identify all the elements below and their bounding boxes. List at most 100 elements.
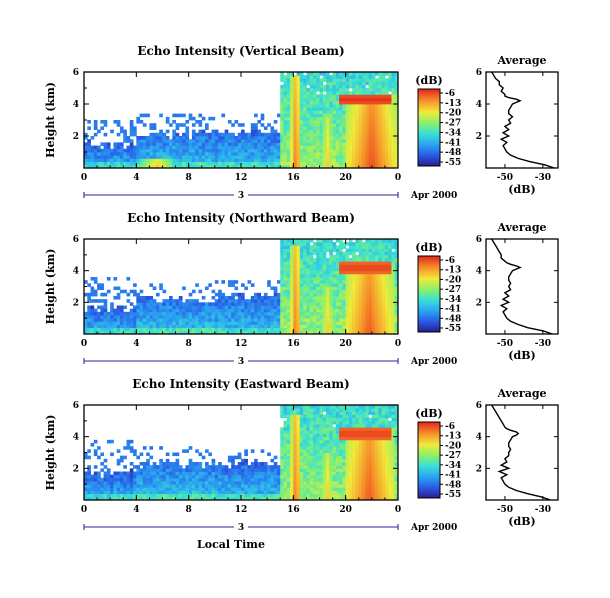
heatmap-cell: [332, 430, 337, 434]
heatmap-cell: [224, 315, 229, 319]
heatmap-cell: [309, 458, 314, 463]
heatmap-cell: [237, 292, 242, 297]
heatmap-cell: [195, 474, 199, 479]
heatmap-cell: [116, 330, 121, 335]
heatmap-cell: [394, 104, 399, 108]
heatmap-cell: [276, 296, 281, 300]
heatmap-cell: [205, 164, 209, 169]
heatmap-cell: [119, 152, 124, 156]
heatmap-cell: [335, 136, 340, 140]
heatmap-cell: [319, 132, 324, 137]
heatmap-cell: [309, 465, 314, 469]
heatmap-cell: [139, 490, 144, 495]
heatmap-cell: [309, 75, 314, 79]
heatmap-cell: [218, 330, 222, 335]
heatmap-cell: [119, 315, 124, 319]
heatmap-cell: [260, 462, 265, 466]
heatmap-cell: [394, 308, 399, 313]
heatmap-cell: [375, 164, 379, 169]
heatmap-cell: [133, 311, 137, 316]
heatmap-cell: [345, 289, 350, 294]
heatmap-cell: [172, 148, 176, 153]
heatmap-cell: [365, 273, 369, 278]
heatmap-cell: [175, 113, 180, 118]
heatmap-cell: [303, 132, 307, 137]
heatmap-cell: [106, 158, 111, 162]
heatmap-cell: [159, 462, 163, 466]
heatmap-cell: [175, 490, 180, 495]
heatmap-cell: [388, 123, 392, 127]
heatmap-cell: [119, 474, 124, 479]
heatmap-cell: [84, 158, 88, 162]
heatmap-cell: [293, 132, 297, 137]
heatmap-cell: [227, 139, 232, 143]
heatmap-cell: [188, 139, 193, 143]
heatmap-cell: [329, 299, 333, 303]
heatmap-cell: [293, 97, 297, 102]
heatmap-cell: [247, 468, 252, 472]
heatmap-cell: [394, 123, 399, 127]
heatmap-cell: [332, 126, 337, 130]
heatmap-cell: [188, 327, 193, 332]
heatmap-cell: [221, 136, 226, 140]
heatmap-cell: [326, 139, 330, 143]
heatmap-cell: [329, 245, 333, 249]
heatmap-cell: [368, 308, 373, 313]
heatmap-cell: [84, 496, 88, 501]
heatmap-cell: [185, 299, 190, 303]
heatmap-cell: [191, 308, 196, 313]
heatmap-cell: [384, 94, 389, 98]
heatmap-cell: [188, 142, 193, 146]
heatmap-cell: [358, 270, 363, 275]
heatmap-cell: [133, 324, 137, 329]
heatmap-cell: [227, 484, 232, 488]
heatmap-cell: [296, 299, 301, 303]
heatmap-cell: [106, 481, 111, 485]
heatmap-cell: [149, 496, 154, 501]
heatmap-cell: [293, 496, 297, 501]
heatmap-cell: [345, 311, 350, 316]
heatmap-cell: [303, 264, 307, 268]
heatmap-cell: [227, 324, 232, 329]
heatmap-cell: [391, 273, 396, 278]
heatmap-cell: [198, 308, 203, 313]
heatmap-cell: [290, 264, 294, 268]
heatmap-cell: [375, 161, 379, 166]
heatmap-cell: [139, 487, 144, 491]
heatmap-cell: [312, 277, 317, 281]
heatmap-cell: [362, 161, 366, 166]
heatmap-cell: [384, 81, 389, 86]
heatmap-cell: [394, 120, 399, 124]
heatmap-cell: [87, 311, 91, 316]
heatmap-cell: [329, 239, 333, 243]
heatmap-cell: [162, 490, 167, 495]
heatmap-cell: [391, 302, 396, 306]
heatmap-cell: [358, 155, 363, 159]
heatmap-cell: [345, 72, 350, 76]
heatmap-cell: [394, 289, 399, 294]
heatmap-cell: [296, 142, 301, 146]
heatmap-cell: [293, 245, 297, 249]
heatmap-cell: [191, 132, 196, 137]
heatmap-cell: [123, 305, 127, 310]
heatmap-cell: [241, 283, 245, 287]
heatmap-cell: [312, 78, 317, 82]
heatmap-cell: [329, 439, 333, 444]
heatmap-cell: [342, 145, 347, 150]
heatmap-cell: [195, 481, 199, 485]
heatmap-cell: [155, 471, 160, 476]
heatmap-cell: [267, 481, 271, 485]
heatmap-cell: [218, 481, 222, 485]
heatmap-cell: [142, 318, 147, 322]
heatmap-cell: [293, 273, 297, 278]
heatmap-cell: [312, 446, 317, 450]
heatmap-cell: [90, 145, 95, 150]
heatmap-cell: [358, 261, 363, 265]
heatmap-cell: [97, 496, 101, 501]
heatmap-cell: [175, 496, 180, 501]
heatmap-cell: [218, 132, 222, 137]
heatmap-cell: [339, 327, 343, 332]
heatmap-cell: [299, 315, 304, 319]
heatmap-cell: [352, 120, 356, 124]
heatmap-cell: [394, 100, 399, 105]
